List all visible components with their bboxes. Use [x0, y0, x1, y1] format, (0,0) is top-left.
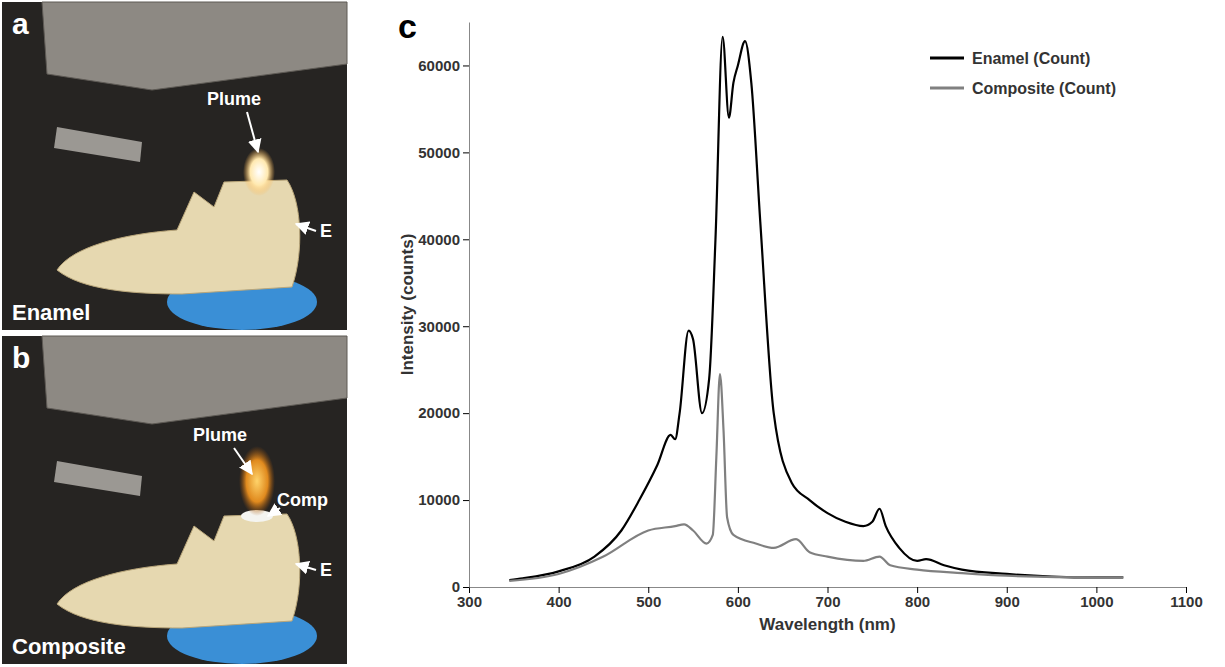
tooth	[57, 514, 300, 628]
y-tick: 10000	[418, 491, 469, 508]
panel-letter: c	[398, 7, 417, 45]
pointer-arrow	[296, 224, 316, 231]
x-axis-title: Wavelength (nm)	[759, 615, 895, 634]
x-tick: 700	[815, 587, 840, 610]
panel-letter: b	[12, 341, 30, 374]
legend: Enamel (Count) Composite (Count)	[930, 50, 1116, 97]
x-tick: 600	[726, 587, 751, 610]
x-tick-label: 500	[636, 593, 661, 610]
photo-label: E	[320, 221, 332, 241]
y-tick: 50000	[418, 144, 469, 161]
plot-area	[509, 37, 1123, 581]
blade	[42, 2, 347, 90]
y-tick-mark	[463, 413, 469, 414]
y-tick-mark	[463, 152, 469, 153]
photo-label: E	[320, 560, 332, 580]
x-tick-label: 1000	[1080, 593, 1113, 610]
pointer-arrow	[296, 564, 316, 570]
y-tick-label: 30000	[418, 318, 460, 335]
y-tick-mark	[463, 587, 469, 588]
figure: Plume Ea Enamel Plume Comp Eb Composite c 300 400…	[0, 0, 1225, 667]
series-line	[509, 37, 1123, 580]
panel-caption: Enamel	[12, 300, 90, 325]
photo-panel: Plume Ea Enamel	[2, 2, 347, 330]
photo-label: Comp	[277, 490, 328, 510]
x-tick: 500	[636, 587, 661, 610]
pointer-arrow	[234, 448, 252, 474]
x-tick-label: 1100	[1170, 593, 1203, 610]
legend-swatch	[930, 87, 964, 90]
x-tick: 400	[547, 587, 572, 610]
series-line	[509, 374, 1123, 581]
panel-letter: a	[12, 7, 29, 40]
blade	[42, 336, 347, 424]
y-tick: 0	[452, 578, 469, 595]
plume	[239, 446, 275, 516]
y-tick-mark	[463, 500, 469, 501]
y-tick-label: 20000	[418, 404, 460, 421]
photo-panel: Plume Comp Eb Composite	[2, 336, 347, 664]
x-tick: 800	[905, 587, 930, 610]
y-tick-mark	[463, 326, 469, 327]
photo-label: Plume	[193, 425, 247, 445]
photo-background	[2, 336, 347, 664]
y-tick-mark	[463, 239, 469, 240]
x-tick-label: 900	[995, 593, 1020, 610]
x-tick: 1100	[1170, 587, 1203, 610]
pointer-arrow	[247, 112, 258, 152]
x-tick-label: 700	[815, 593, 840, 610]
y-tick-label: 60000	[418, 57, 460, 74]
y-tick: 30000	[418, 318, 469, 335]
y-tick-label: 50000	[418, 144, 460, 161]
legend-swatch	[930, 57, 964, 60]
y-axis-line	[469, 23, 470, 588]
y-axis: 0 10000 20000 30000 40000 50000 60000	[418, 23, 469, 596]
y-axis-title: Intensity (counts)	[398, 234, 417, 376]
y-tick-label: 0	[452, 578, 460, 595]
plume	[243, 148, 275, 196]
x-tick: 300	[457, 587, 482, 610]
y-tick-label: 40000	[418, 231, 460, 248]
x-tick-label: 300	[457, 593, 482, 610]
nozzle	[54, 127, 142, 162]
y-tick-mark	[463, 65, 469, 66]
legend-label: Enamel (Count)	[972, 50, 1090, 67]
y-tick: 60000	[418, 57, 469, 74]
tooth	[57, 180, 300, 294]
y-tick: 20000	[418, 404, 469, 421]
legend-label: Composite (Count)	[972, 80, 1116, 97]
photo-label: Plume	[207, 89, 261, 109]
y-tick-label: 10000	[418, 491, 460, 508]
x-tick-label: 600	[726, 593, 751, 610]
panel-caption: Composite	[12, 634, 126, 659]
x-axis: 300 400 500 600 700 800 900 1000 1100	[457, 587, 1203, 610]
x-tick: 900	[995, 587, 1020, 610]
x-tick-label: 400	[547, 593, 572, 610]
y-tick: 40000	[418, 231, 469, 248]
x-tick-label: 800	[905, 593, 930, 610]
nozzle	[54, 461, 142, 496]
pointer-arrow	[268, 508, 280, 516]
photo-background	[2, 2, 347, 330]
x-tick: 1000	[1080, 587, 1113, 610]
